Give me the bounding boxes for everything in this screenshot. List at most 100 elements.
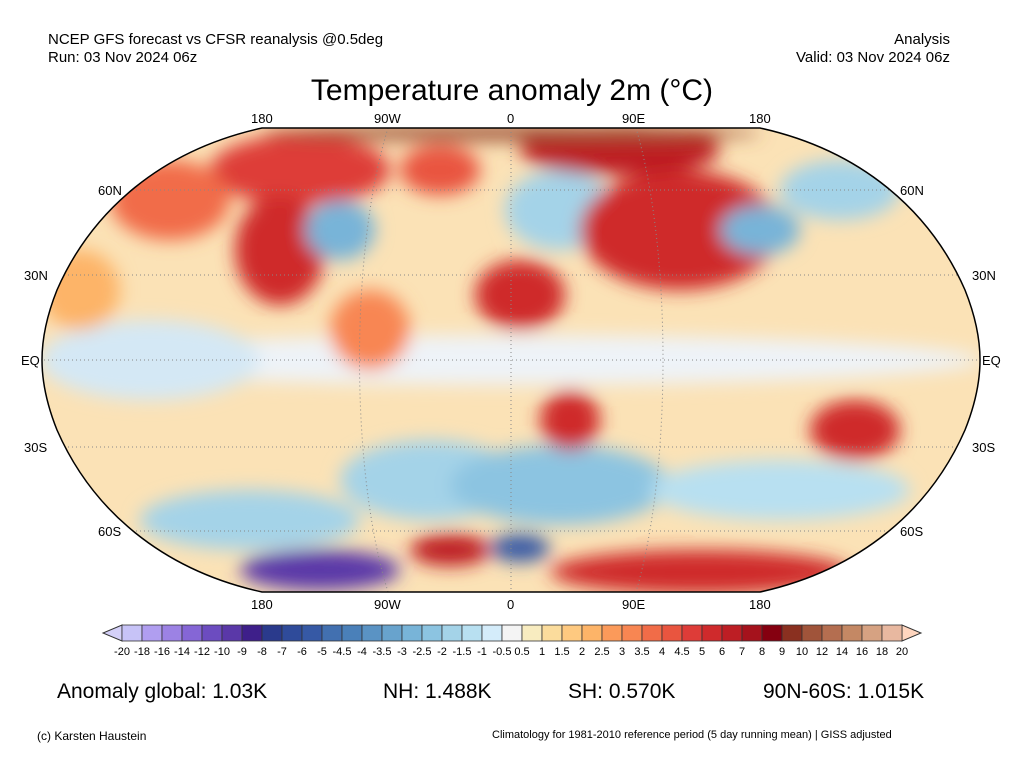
global-anomaly: Anomaly global: 1.03K <box>57 680 268 703</box>
colorbar-bin <box>401 624 423 642</box>
colorbar-bin <box>621 624 643 642</box>
lat-label-left-eq: EQ <box>21 353 40 368</box>
colorbar-bin <box>161 624 183 642</box>
map-title: Temperature anomaly 2m (°C) <box>310 74 714 107</box>
colorbar-bin <box>581 624 603 642</box>
lon-label-bottom-180w: 180 <box>251 597 273 612</box>
lon-label-top-180e: 180 <box>749 111 771 126</box>
colorbar-bin <box>301 624 323 642</box>
lat-label-left-60s: 60S <box>98 524 122 539</box>
colorbar-tick-label: 0.5 <box>514 646 529 658</box>
colorbar-tick-label: -7 <box>277 646 287 658</box>
colorbar-bin <box>281 624 303 642</box>
band-anomaly: 90N-60S: 1.015K <box>763 680 925 703</box>
colorbar-bin <box>421 624 443 642</box>
colorbar-bin <box>561 624 583 642</box>
lat-label-right-eq: EQ <box>982 353 1001 368</box>
colorbar-bin <box>181 624 203 642</box>
colorbar-bin <box>501 624 523 642</box>
colorbar-tick-label: -4 <box>357 646 367 658</box>
colorbar-tick-label: -2 <box>437 646 447 658</box>
colorbar-tick-label: -3.5 <box>373 646 392 658</box>
colorbar-tick-label: 10 <box>796 646 808 658</box>
colorbar-bin <box>861 624 883 642</box>
colorbar-bin <box>741 624 763 642</box>
colorbar-bin <box>461 624 483 642</box>
colorbar-tick-label: 16 <box>856 646 868 658</box>
colorbar-tick-label: 4.5 <box>674 646 689 658</box>
lon-label-top-0: 0 <box>507 111 515 126</box>
analysis-label: Analysis <box>894 31 950 48</box>
colorbar-tick-label: 6 <box>719 646 725 658</box>
colorbar-tick-label: -1.5 <box>453 646 472 658</box>
colorbar-tick-label: -14 <box>174 646 190 658</box>
climatology-note: Climatology for 1981-2010 reference peri… <box>492 729 892 741</box>
colorbar-tick-label: -4.5 <box>333 646 352 658</box>
colorbar-bin <box>841 624 863 642</box>
nh-anomaly: NH: 1.488K <box>383 680 492 703</box>
model-description: NCEP GFS forecast vs CFSR reanalysis @0.… <box>48 31 384 48</box>
lon-label-bottom-90e: 90E <box>622 597 646 612</box>
colorbar-tick-label: 3 <box>619 646 625 658</box>
colorbar-tick-label: -3 <box>397 646 407 658</box>
colorbar-bin <box>241 624 263 642</box>
colorbar-bin <box>761 624 783 642</box>
graticule <box>42 128 980 592</box>
colorbar-bin <box>821 624 843 642</box>
colorbar-bin <box>221 624 243 642</box>
lat-label-right-30n: 30N <box>972 268 996 283</box>
map-border <box>41 127 981 593</box>
colorbar-bin <box>701 624 723 642</box>
colorbar-bin <box>681 624 703 642</box>
colorbar-tick-label: 2.5 <box>594 646 609 658</box>
lat-label-left-30n: 30N <box>24 268 48 283</box>
lon-label-top-90e: 90E <box>622 111 646 126</box>
colorbar-tick-label: -2.5 <box>413 646 432 658</box>
lat-label-right-60s: 60S <box>900 524 924 539</box>
colorbar-bin <box>321 624 343 642</box>
colorbar-under-arrow <box>101 624 123 642</box>
copyright: (c) Karsten Haustein <box>37 729 147 743</box>
lat-label-right-60n: 60N <box>900 183 924 198</box>
colorbar-tick-label: 5 <box>699 646 705 658</box>
colorbar-tick-label: -20 <box>114 646 130 658</box>
lon-label-bottom-180e: 180 <box>749 597 771 612</box>
colorbar-bin <box>541 624 563 642</box>
colorbar-tick-label: -0.5 <box>493 646 512 658</box>
colorbar-bin <box>201 624 223 642</box>
colorbar-bin <box>361 624 383 642</box>
run-time: Run: 03 Nov 2024 06z <box>48 49 198 66</box>
colorbar-bin <box>441 624 463 642</box>
lat-label-left-30s: 30S <box>24 440 48 455</box>
colorbar-tick-label: -16 <box>154 646 170 658</box>
colorbar-tick-label: -18 <box>134 646 150 658</box>
colorbar-tick-label: -10 <box>214 646 230 658</box>
colorbar-tick-label: 1 <box>539 646 545 658</box>
colorbar-tick-label: 7 <box>739 646 745 658</box>
colorbar-tick-label: 4 <box>659 646 665 658</box>
colorbar-bin <box>881 624 903 642</box>
colorbar-tick-label: 2 <box>579 646 585 658</box>
lon-label-bottom-90w: 90W <box>374 597 401 612</box>
colorbar-tick-label: -1 <box>477 646 487 658</box>
colorbar-bin <box>481 624 503 642</box>
colorbar-bin <box>121 624 143 642</box>
colorbar-bin <box>781 624 803 642</box>
colorbar-tick-label: -5 <box>317 646 327 658</box>
colorbar-tick-label: 9 <box>779 646 785 658</box>
lat-label-left-60n: 60N <box>98 183 122 198</box>
colorbar-tick-label: 1.5 <box>554 646 569 658</box>
colorbar-bin <box>721 624 743 642</box>
colorbar-tick-label: 8 <box>759 646 765 658</box>
lat-label-right-30s: 30S <box>972 440 996 455</box>
colorbar: -20 -18 -16 -14 -12 -10 -9 -8 -7 -6 -5 -4.5 -4 -3.5 -3… <box>101 624 923 658</box>
colorbar-bin <box>521 624 543 642</box>
colorbar-bin <box>381 624 403 642</box>
colorbar-over-arrow <box>901 624 923 642</box>
colorbar-bin <box>141 624 163 642</box>
colorbar-tick-label: 14 <box>836 646 848 658</box>
colorbar-bin <box>661 624 683 642</box>
colorbar-tick-label: 18 <box>876 646 888 658</box>
